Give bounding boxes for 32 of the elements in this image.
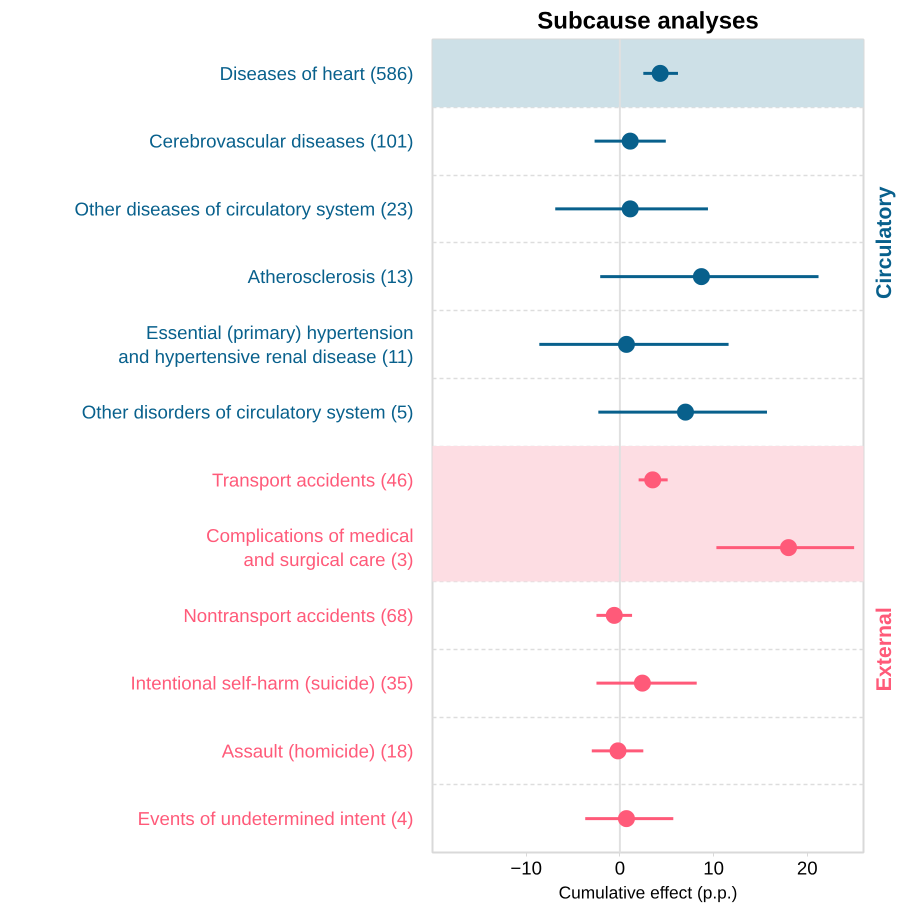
- y-tick-label: Essential (primary) hypertension and hypertensive renal disease (11): [118, 322, 414, 367]
- point: [634, 674, 651, 692]
- text: External: [872, 607, 896, 692]
- y-tick-label: Other disorders of circulatory system (5): [82, 402, 414, 423]
- point: [618, 810, 635, 828]
- point: [606, 606, 623, 624]
- y-tick-label: Cerebrovascular diseases (101): [149, 130, 414, 152]
- x-tick-label: 10: [703, 858, 724, 878]
- chart-title: Subcause analyses: [537, 8, 759, 34]
- point: [780, 539, 798, 556]
- y-tick-label: Events of undetermined intent (4): [138, 808, 414, 830]
- point: [622, 200, 639, 218]
- point: [618, 336, 635, 353]
- y-tick-label: Diseases of heart (586): [220, 62, 414, 84]
- y-tick-label: Assault (homicide) (18): [222, 740, 414, 762]
- point: [676, 404, 694, 421]
- y-tick-label: Nontransport accidents (68): [183, 604, 414, 626]
- point: [644, 471, 662, 488]
- point: [652, 64, 669, 82]
- point: [622, 132, 639, 150]
- text: Circulatory: [872, 186, 896, 300]
- y-tick-label: Complications of medical and surgical care (3): [206, 525, 414, 570]
- x-axis-title: Cumulative effect (p.p.): [558, 882, 738, 902]
- y-tick-label: Atherosclerosis (13): [248, 266, 414, 288]
- y-tick-label: Intentional self-harm (suicide) (35): [130, 672, 414, 694]
- point: [610, 742, 627, 760]
- x-tick-label: −10: [510, 858, 542, 878]
- y-tick-label: Transport accidents (46): [212, 469, 414, 490]
- y-tick-label: Other diseases of circulatory system (23): [74, 198, 414, 220]
- point: [692, 268, 710, 286]
- x-tick-label: 20: [796, 858, 818, 878]
- x-tick-label: 0: [614, 858, 626, 878]
